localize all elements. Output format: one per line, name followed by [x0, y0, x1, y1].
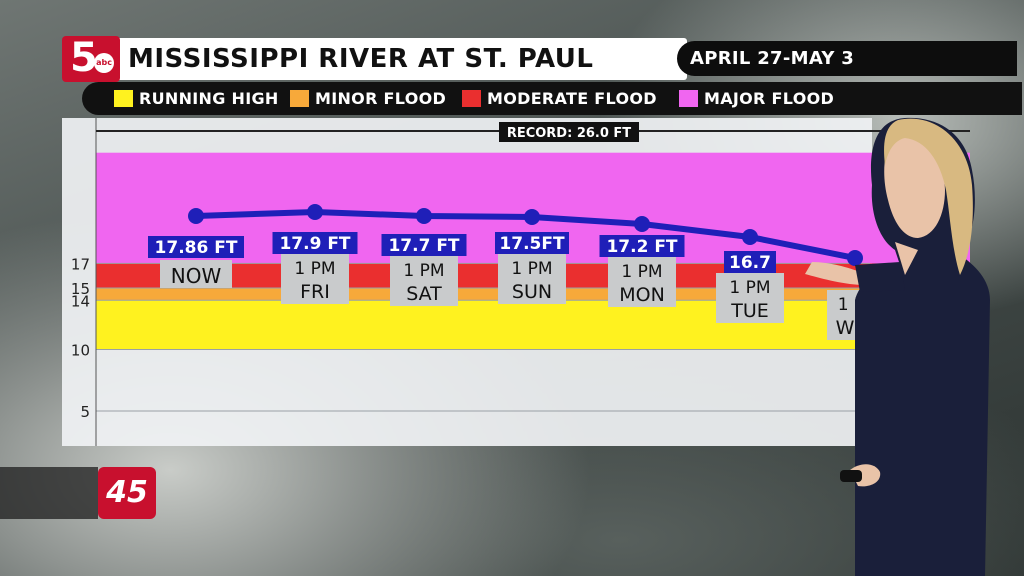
value-label: 17.9 FT	[279, 234, 350, 254]
legend-item-running-high: RUNNING HIGH	[114, 82, 279, 115]
time-label-box	[160, 260, 232, 288]
y-tick-label: 17	[71, 255, 90, 273]
legend-label: MINOR FLOOD	[315, 89, 447, 108]
y-tick-label: 5	[80, 403, 90, 421]
day-label: SUN	[512, 281, 552, 303]
value-label: 16.7	[729, 253, 771, 273]
day-label: MON	[619, 284, 665, 306]
data-point	[847, 250, 863, 266]
value-label-box	[272, 232, 358, 254]
value-label: 17.2 FT	[606, 237, 677, 257]
value-label: 17.86 FT	[155, 238, 238, 258]
legend-label: RUNNING HIGH	[139, 89, 279, 108]
band-running-high	[96, 300, 970, 350]
time-label-box	[608, 257, 676, 307]
value-label: 17.5FT	[499, 234, 565, 254]
legend-item-major-flood: MAJOR FLOOD	[679, 82, 834, 115]
legend-item-moderate-flood: MODERATE FLOOD	[462, 82, 657, 115]
time-label: 1 PM	[511, 259, 552, 279]
station-logo: 5 abc	[62, 35, 120, 82]
legend-label: MAJOR FLOOD	[704, 89, 835, 108]
value-label-box	[495, 232, 569, 254]
record-label: RECORD: 26.0 FT	[507, 126, 631, 141]
legend-swatch	[114, 90, 133, 107]
chart-title: MISSISSIPPI RIVER AT ST. PAUL	[128, 44, 594, 74]
time-label: 1 PM	[729, 278, 770, 298]
y-tick-label: 15	[71, 280, 90, 298]
day-label: FRI	[300, 281, 330, 303]
time-label-box	[716, 273, 784, 323]
channel-bug-bar	[0, 467, 98, 519]
legend-swatch	[290, 90, 309, 107]
time-label-box	[498, 254, 566, 304]
legend-swatch	[462, 90, 481, 107]
legend-label: MODERATE FLOOD	[487, 89, 657, 108]
value-label: 17.7 FT	[388, 236, 459, 256]
day-label: SAT	[406, 283, 442, 305]
time-label: 1 PM	[403, 261, 444, 281]
date-bar	[677, 41, 1017, 76]
time-label: 1 PM	[294, 259, 335, 279]
day-label: TUE	[730, 300, 769, 322]
legend-item-minor-flood: MINOR FLOOD	[290, 82, 446, 115]
value-label-box	[148, 236, 244, 258]
data-point	[307, 204, 323, 220]
value-label-box	[381, 234, 467, 256]
data-point	[188, 208, 204, 224]
record-label-box	[499, 122, 639, 142]
date-range: APRIL 27-MAY 3	[690, 48, 855, 69]
time-label: 1 PM	[621, 262, 662, 282]
time-label-box	[281, 254, 349, 304]
y-tick-label: 10	[71, 342, 90, 360]
y-tick-label: 14	[71, 292, 90, 310]
legend-bar	[82, 82, 1022, 115]
data-point	[742, 229, 758, 245]
legend-swatch	[679, 90, 698, 107]
value-label-box	[599, 235, 685, 257]
title-bar	[62, 38, 687, 80]
time-label-box	[390, 256, 458, 306]
data-point	[524, 209, 540, 225]
channel-logo: 45	[98, 467, 156, 519]
day-label: NOW	[171, 264, 222, 288]
data-point	[416, 208, 432, 224]
data-point	[634, 216, 650, 232]
value-label-box	[724, 251, 776, 273]
